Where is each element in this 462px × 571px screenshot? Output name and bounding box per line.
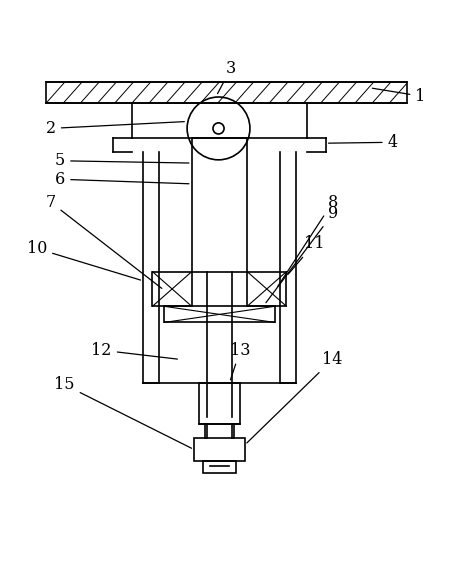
Bar	[192, 138, 247, 272]
Bar	[203, 461, 236, 473]
Text: 2: 2	[46, 120, 184, 137]
Text: 15: 15	[55, 376, 192, 448]
Bar	[46, 82, 407, 103]
Bar	[199, 383, 240, 424]
Text: 9: 9	[266, 206, 338, 303]
Bar	[247, 272, 286, 306]
Text: 4: 4	[328, 134, 398, 151]
Text: 3: 3	[218, 60, 236, 94]
Text: 10: 10	[27, 240, 140, 280]
Text: 7: 7	[46, 194, 162, 288]
Bar	[194, 438, 245, 461]
Text: 11: 11	[288, 235, 324, 274]
Text: 14: 14	[247, 351, 343, 443]
Text: 5: 5	[55, 152, 189, 169]
Text: 8: 8	[278, 194, 338, 287]
Text: 6: 6	[55, 171, 189, 188]
Text: 13: 13	[230, 341, 250, 380]
Text: 1: 1	[372, 87, 426, 104]
Bar	[164, 306, 275, 323]
Text: 12: 12	[91, 341, 177, 359]
Bar	[152, 272, 192, 306]
